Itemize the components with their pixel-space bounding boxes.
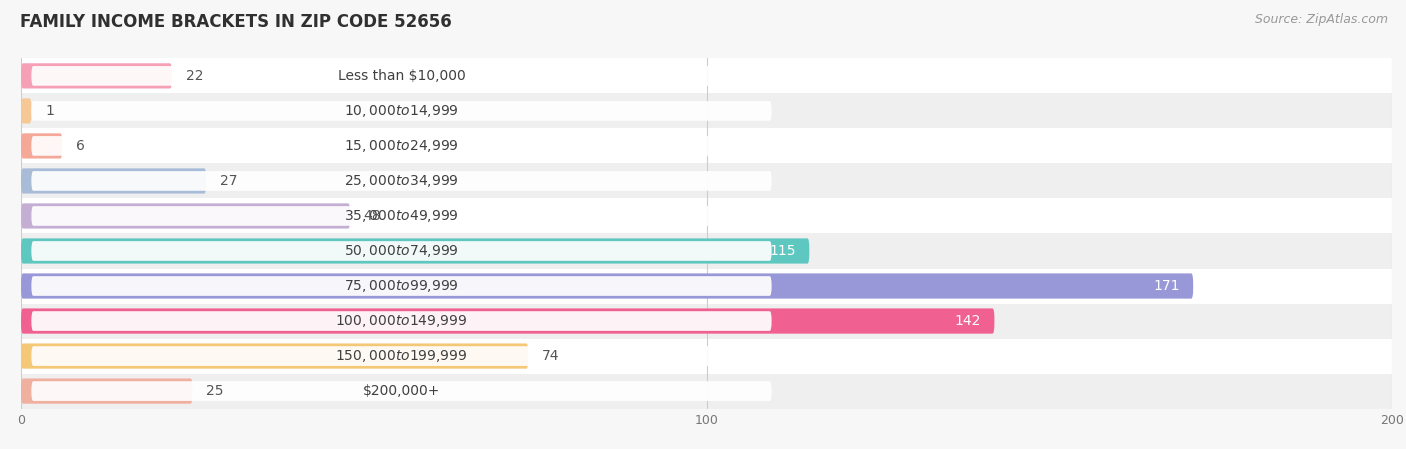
FancyBboxPatch shape: [21, 273, 1194, 299]
Text: $50,000 to $74,999: $50,000 to $74,999: [344, 243, 458, 259]
Text: 115: 115: [769, 244, 796, 258]
FancyBboxPatch shape: [21, 343, 529, 369]
FancyBboxPatch shape: [21, 203, 350, 229]
Text: Less than $10,000: Less than $10,000: [337, 69, 465, 83]
Bar: [21, 269, 1392, 304]
FancyBboxPatch shape: [31, 136, 772, 156]
Text: FAMILY INCOME BRACKETS IN ZIP CODE 52656: FAMILY INCOME BRACKETS IN ZIP CODE 52656: [20, 13, 451, 31]
FancyBboxPatch shape: [21, 133, 62, 158]
Text: $150,000 to $199,999: $150,000 to $199,999: [335, 348, 468, 364]
FancyBboxPatch shape: [31, 206, 772, 226]
Bar: [21, 233, 1392, 269]
Text: 27: 27: [219, 174, 238, 188]
Text: $10,000 to $14,999: $10,000 to $14,999: [344, 103, 458, 119]
Text: $25,000 to $34,999: $25,000 to $34,999: [344, 173, 458, 189]
FancyBboxPatch shape: [21, 379, 193, 404]
Bar: [21, 374, 1392, 409]
FancyBboxPatch shape: [31, 101, 772, 121]
Bar: [21, 163, 1392, 198]
Bar: [21, 304, 1392, 339]
Text: 22: 22: [186, 69, 202, 83]
FancyBboxPatch shape: [31, 241, 772, 261]
FancyBboxPatch shape: [31, 311, 772, 331]
Text: $15,000 to $24,999: $15,000 to $24,999: [344, 138, 458, 154]
FancyBboxPatch shape: [31, 171, 772, 191]
FancyBboxPatch shape: [21, 98, 31, 123]
FancyBboxPatch shape: [31, 66, 772, 86]
Text: $35,000 to $49,999: $35,000 to $49,999: [344, 208, 458, 224]
Text: $100,000 to $149,999: $100,000 to $149,999: [335, 313, 468, 329]
Text: $75,000 to $99,999: $75,000 to $99,999: [344, 278, 458, 294]
FancyBboxPatch shape: [21, 238, 810, 264]
Text: 74: 74: [543, 349, 560, 363]
FancyBboxPatch shape: [31, 276, 772, 296]
Text: 6: 6: [76, 139, 84, 153]
Text: 48: 48: [364, 209, 381, 223]
Bar: [21, 58, 1392, 93]
FancyBboxPatch shape: [21, 308, 994, 334]
Bar: [21, 93, 1392, 128]
FancyBboxPatch shape: [21, 63, 172, 88]
Text: 171: 171: [1153, 279, 1180, 293]
Bar: [21, 128, 1392, 163]
Text: 1: 1: [45, 104, 53, 118]
Bar: [21, 339, 1392, 374]
FancyBboxPatch shape: [31, 346, 772, 366]
FancyBboxPatch shape: [31, 381, 772, 401]
Text: Source: ZipAtlas.com: Source: ZipAtlas.com: [1254, 13, 1388, 26]
FancyBboxPatch shape: [21, 168, 207, 194]
Text: 25: 25: [207, 384, 224, 398]
Text: $200,000+: $200,000+: [363, 384, 440, 398]
Text: 142: 142: [955, 314, 981, 328]
Bar: [21, 198, 1392, 233]
